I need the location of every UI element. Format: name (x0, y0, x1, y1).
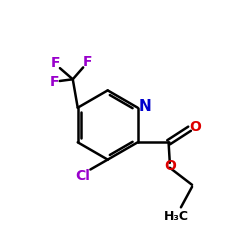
Text: H₃C: H₃C (164, 210, 188, 223)
Text: F: F (51, 56, 60, 70)
Text: F: F (50, 75, 59, 89)
Text: F: F (83, 55, 92, 69)
Text: O: O (164, 159, 176, 173)
Text: Cl: Cl (76, 169, 90, 183)
Text: N: N (138, 99, 151, 114)
Text: O: O (189, 120, 201, 134)
